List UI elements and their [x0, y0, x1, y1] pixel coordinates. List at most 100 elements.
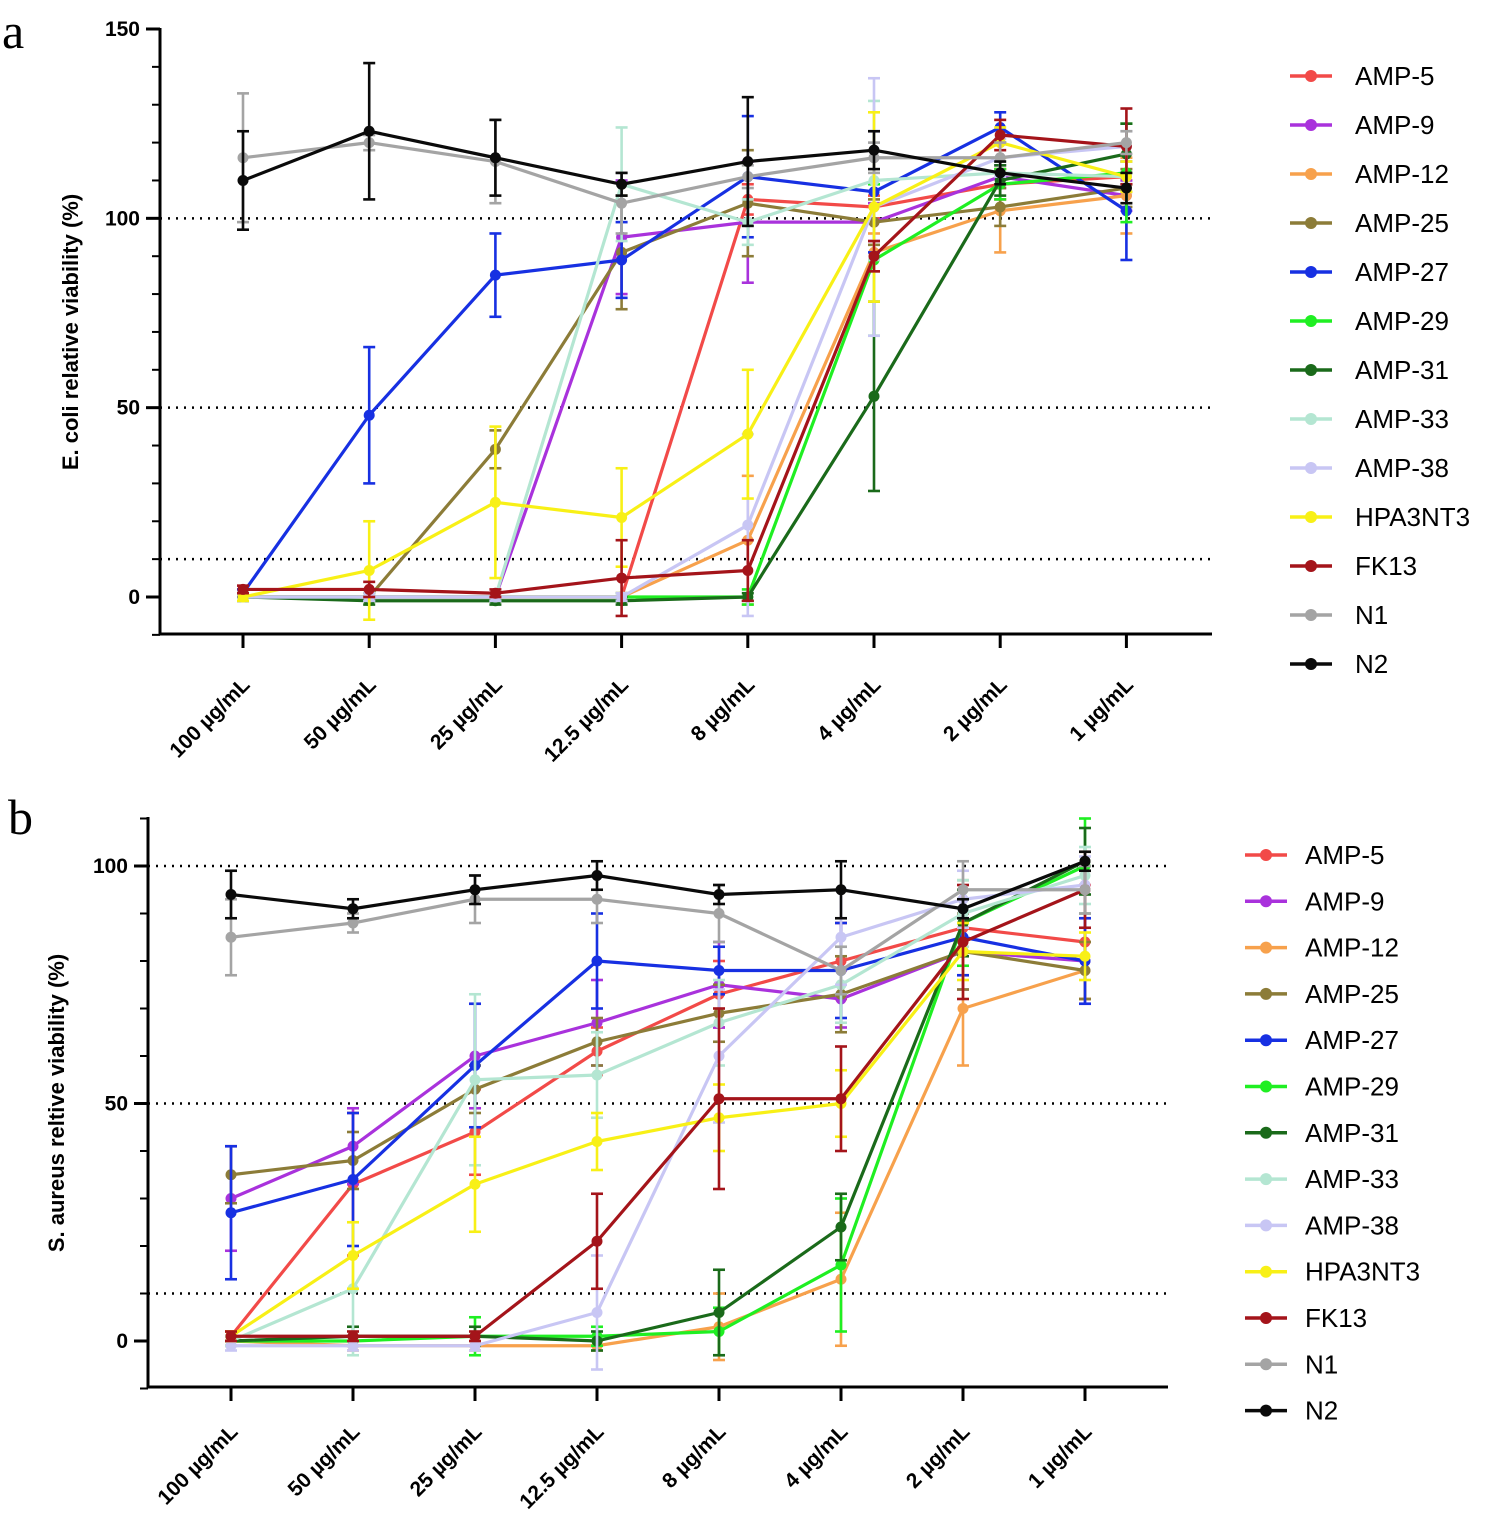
data-point: [616, 178, 628, 190]
legend-item-amp-33: AMP-33: [1245, 1164, 1399, 1194]
legend-marker: [1260, 895, 1272, 908]
legend-label: AMP-12: [1355, 159, 1449, 189]
legend-label: AMP-9: [1355, 110, 1434, 140]
legend-label: AMP-33: [1305, 1164, 1399, 1194]
data-point: [469, 884, 481, 896]
legend-item-amp-9: AMP-9: [1290, 110, 1434, 140]
data-point: [225, 1340, 237, 1352]
legend-marker: [1305, 609, 1317, 621]
series-line: [231, 864, 1086, 1343]
data-point: [469, 1074, 481, 1086]
legend-marker: [1305, 364, 1317, 376]
data-point: [868, 201, 880, 213]
series-amp-31-a: [237, 122, 1133, 607]
legend-b: AMP-5 AMP-9 AMP-12 AMP-25 AMP-27 AMP-29 AMP-31…: [1245, 840, 1420, 1426]
legend-label: AMP-9: [1305, 886, 1384, 916]
legend-label: N2: [1305, 1396, 1338, 1426]
panel-b: b S. aureus reltive viability (%) 0 50 100…: [8, 789, 1420, 1514]
legend-marker: [1260, 941, 1272, 954]
y-tick-label-b: 100: [93, 855, 128, 878]
y-tick-label-a: 0: [128, 586, 140, 609]
legend-label: FK13: [1355, 551, 1417, 581]
legend-item-fk13: FK13: [1245, 1303, 1367, 1333]
x-tick-label-b: 8 µg/mL: [658, 1420, 731, 1493]
legend-marker: [1305, 315, 1317, 327]
data-point: [469, 1340, 481, 1352]
legend-label: AMP-31: [1305, 1118, 1399, 1148]
legend-label: AMP-25: [1305, 979, 1399, 1009]
y-tick-label-a: 150: [105, 18, 140, 41]
series-line: [241, 125, 1128, 595]
legend-marker: [1305, 413, 1317, 425]
data-point: [957, 903, 969, 915]
legend-label: AMP-5: [1355, 61, 1434, 91]
legend-item-amp-5: AMP-5: [1245, 840, 1384, 870]
legend-marker: [1260, 849, 1272, 861]
data-point: [835, 884, 847, 896]
series-n2-a: [237, 61, 1133, 231]
x-tick-label-a: 25 µg/mL: [426, 673, 507, 754]
data-point: [225, 931, 237, 943]
legend-item-amp-38: AMP-38: [1290, 453, 1449, 483]
legend-label: N1: [1355, 600, 1388, 630]
data-point: [835, 1221, 847, 1233]
series-line: [243, 175, 1127, 599]
data-point: [347, 1340, 359, 1352]
legend-marker: [1260, 1173, 1272, 1186]
data-point: [835, 965, 847, 976]
x-tick-label-a: 8 µg/mL: [687, 673, 760, 746]
series-line: [243, 175, 1127, 599]
data-point: [957, 884, 969, 896]
data-point: [1079, 950, 1091, 962]
series-line: [230, 949, 1086, 1200]
series-line: [231, 888, 1086, 1338]
legend-label: AMP-38: [1355, 453, 1449, 483]
legend-marker: [1305, 511, 1317, 523]
data-point: [616, 511, 628, 523]
legend-marker: [1260, 1265, 1272, 1278]
series-line: [230, 859, 1086, 1343]
x-tick-label-b: 100 µg/mL: [153, 1420, 242, 1509]
data-point: [742, 519, 754, 531]
y-axis-title-a: E. coli relative viability (%): [58, 194, 83, 470]
legend-item-amp-29: AMP-29: [1245, 1072, 1399, 1102]
series-line: [242, 141, 1127, 599]
data-point: [713, 1307, 725, 1318]
data-point: [363, 564, 375, 576]
legend-item-n2: N2: [1245, 1396, 1338, 1426]
x-tick-label-a: 50 µg/mL: [300, 673, 381, 754]
series-line: [242, 129, 1127, 190]
series-n2-b: [225, 850, 1091, 920]
data-point: [363, 583, 375, 595]
data-point: [742, 428, 754, 440]
panel-a: a E. coli relative viability (%) 0 50 100 1…: [2, 3, 1470, 767]
legend-marker: [1260, 987, 1272, 1000]
x-tick-label-b: 12.5 µg/mL: [515, 1420, 608, 1513]
data-point: [616, 197, 628, 209]
legend-marker: [1260, 1126, 1272, 1139]
data-point: [1120, 137, 1132, 149]
legend-marker: [1305, 217, 1317, 229]
legend-a: AMP-5 AMP-9 AMP-12 AMP-25 AMP-27 AMP-29 AMP-31…: [1290, 61, 1470, 679]
data-point: [591, 1069, 603, 1081]
data-point: [616, 572, 628, 584]
x-tick-label-b: 2 µg/mL: [902, 1420, 975, 1493]
legend-item-amp-12: AMP-12: [1245, 933, 1399, 963]
series-line: [230, 949, 1086, 1338]
data-point: [868, 250, 880, 262]
data-point: [591, 893, 603, 905]
legend-item-amp-25: AMP-25: [1290, 208, 1449, 238]
data-point: [1120, 182, 1132, 194]
data-point: [489, 496, 501, 508]
data-point: [835, 931, 847, 943]
legend-item-hpa3nt3: HPA3NT3: [1290, 502, 1470, 532]
data-point: [868, 144, 880, 156]
legend-marker: [1305, 70, 1317, 82]
x-tick-label-a: 1 µg/mL: [1065, 673, 1138, 746]
legend-marker: [1260, 1080, 1272, 1093]
legend-label: AMP-38: [1305, 1210, 1399, 1240]
data-point: [237, 174, 249, 186]
data-point: [347, 903, 359, 915]
legend-label: AMP-5: [1305, 840, 1384, 870]
